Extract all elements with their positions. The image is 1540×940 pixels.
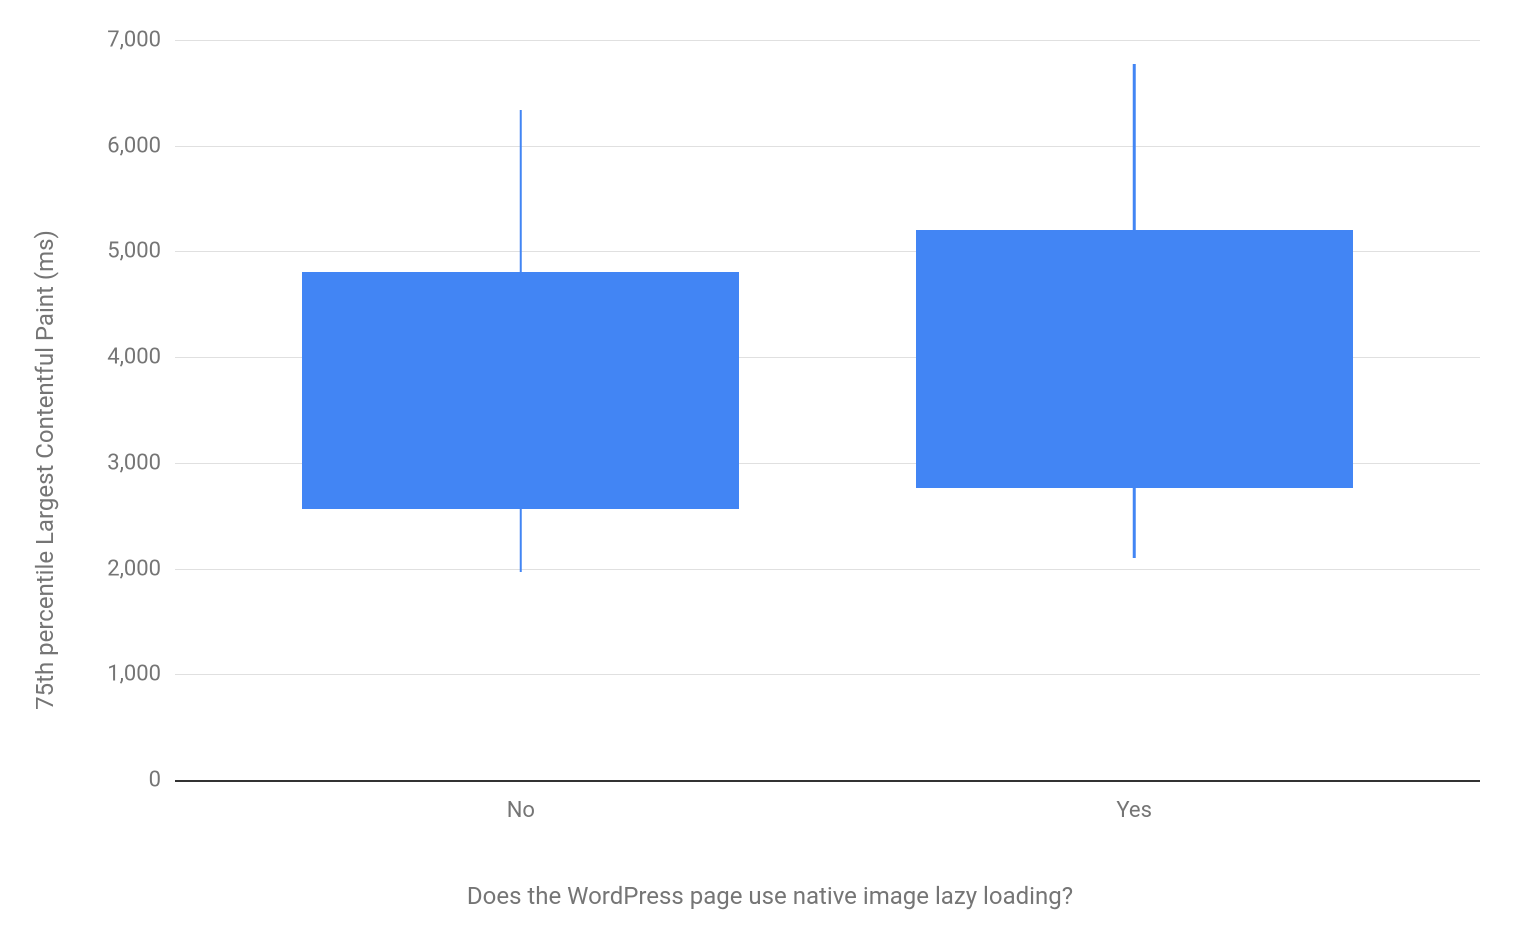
x-tick-label: Yes [1116, 798, 1152, 823]
y-tick-label: 0 [149, 768, 161, 793]
x-tick-label: No [507, 798, 535, 823]
y-tick-label: 2,000 [107, 556, 161, 581]
y-tick-label: 3,000 [107, 450, 161, 475]
y-tick-label: 1,000 [107, 662, 161, 687]
grid-line [175, 569, 1480, 570]
grid-line [175, 40, 1480, 41]
y-tick-label: 6,000 [107, 133, 161, 158]
y-tick-label: 5,000 [107, 239, 161, 264]
grid-line [175, 674, 1480, 675]
y-axis-title: 75th percentile Largest Contentful Paint… [31, 70, 59, 870]
x-axis-title: Does the WordPress page use native image… [0, 882, 1540, 910]
box-no [302, 272, 739, 510]
plot-area: 01,0002,0003,0004,0005,0006,0007,000NoYe… [175, 40, 1480, 780]
y-tick-label: 4,000 [107, 345, 161, 370]
chart-container: 75th percentile Largest Contentful Paint… [0, 0, 1540, 940]
y-tick-label: 7,000 [107, 28, 161, 53]
x-axis-baseline [175, 780, 1480, 782]
box-yes [916, 230, 1353, 488]
grid-line [175, 146, 1480, 147]
